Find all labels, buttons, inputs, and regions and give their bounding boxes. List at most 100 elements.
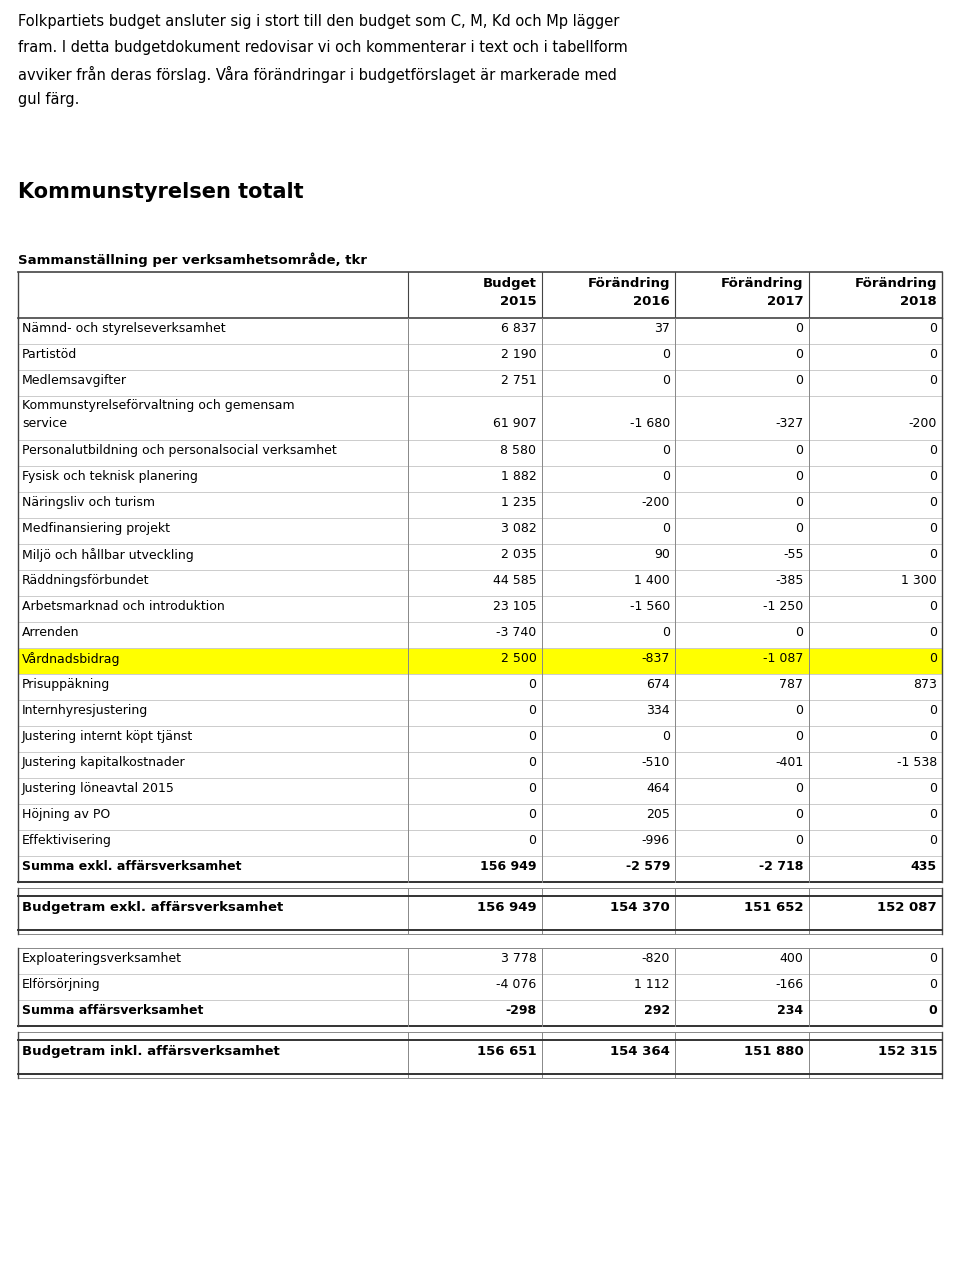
Text: Justering kapitalkostnader: Justering kapitalkostnader	[22, 756, 185, 769]
Text: -200: -200	[908, 417, 937, 430]
Text: Arbetsmarknad och introduktion: Arbetsmarknad och introduktion	[22, 600, 225, 612]
Text: 0: 0	[796, 496, 804, 508]
Text: Justering internt köpt tjänst: Justering internt köpt tjänst	[22, 731, 193, 743]
Text: 0: 0	[796, 782, 804, 795]
Text: Summa exkl. affärsverksamhet: Summa exkl. affärsverksamhet	[22, 860, 242, 873]
Text: Justering löneavtal 2015: Justering löneavtal 2015	[22, 782, 175, 795]
Text: 234: 234	[778, 1004, 804, 1017]
Text: 0: 0	[929, 600, 937, 612]
Text: 0: 0	[929, 627, 937, 639]
Text: 2 035: 2 035	[501, 548, 537, 561]
Text: 0: 0	[929, 374, 937, 386]
Text: 0: 0	[796, 523, 804, 535]
Text: Exploateringsverksamhet: Exploateringsverksamhet	[22, 951, 182, 966]
Text: 1 882: 1 882	[501, 470, 537, 483]
Text: Förändring: Förändring	[588, 277, 670, 290]
Text: -1 538: -1 538	[897, 756, 937, 769]
Text: Personalutbildning och personalsocial verksamhet: Personalutbildning och personalsocial ve…	[22, 444, 337, 457]
Text: 0: 0	[796, 731, 804, 743]
Text: 292: 292	[644, 1004, 670, 1017]
Text: 0: 0	[796, 444, 804, 457]
Text: Prisuppäkning: Prisuppäkning	[22, 678, 110, 691]
Text: Miljö och hållbar utveckling: Miljö och hållbar utveckling	[22, 548, 194, 562]
Text: 787: 787	[780, 678, 804, 691]
Text: 90: 90	[654, 548, 670, 561]
Text: 152 087: 152 087	[877, 901, 937, 914]
Text: 3 778: 3 778	[500, 951, 537, 966]
Text: -837: -837	[641, 652, 670, 665]
Text: Folkpartiets budget ansluter sig i stort till den budget som C, M, Kd och Mp läg: Folkpartiets budget ansluter sig i stort…	[18, 14, 619, 30]
Text: 0: 0	[529, 835, 537, 847]
Text: Nämnd- och styrelseverksamhet: Nämnd- och styrelseverksamhet	[22, 322, 226, 335]
Text: Vårdnadsbidrag: Vårdnadsbidrag	[22, 652, 121, 666]
Text: -55: -55	[783, 548, 804, 561]
Text: 2015: 2015	[500, 295, 537, 308]
Text: 0: 0	[929, 951, 937, 966]
Text: -510: -510	[641, 756, 670, 769]
Text: 0: 0	[928, 1004, 937, 1017]
Text: 156 651: 156 651	[477, 1045, 537, 1058]
Text: 1 400: 1 400	[635, 574, 670, 587]
Text: 2 190: 2 190	[501, 348, 537, 361]
Text: 435: 435	[911, 860, 937, 873]
Text: fram. I detta budgetdokument redovisar vi och kommenterar i text och i tabellfor: fram. I detta budgetdokument redovisar v…	[18, 40, 628, 55]
Text: 205: 205	[646, 808, 670, 820]
Text: 0: 0	[929, 731, 937, 743]
Text: -1 250: -1 250	[763, 600, 804, 612]
Text: Arrenden: Arrenden	[22, 627, 80, 639]
Text: 0: 0	[929, 652, 937, 665]
Text: -2 718: -2 718	[759, 860, 804, 873]
Text: Effektivisering: Effektivisering	[22, 835, 112, 847]
Text: 0: 0	[662, 523, 670, 535]
Text: 0: 0	[929, 348, 937, 361]
Text: 0: 0	[929, 470, 937, 483]
Text: 0: 0	[529, 808, 537, 820]
Text: -2 579: -2 579	[626, 860, 670, 873]
Text: 0: 0	[662, 444, 670, 457]
Text: 2 751: 2 751	[501, 374, 537, 386]
Text: 154 364: 154 364	[611, 1045, 670, 1058]
Text: 0: 0	[529, 782, 537, 795]
Text: 400: 400	[780, 951, 804, 966]
Text: 0: 0	[796, 322, 804, 335]
Text: 674: 674	[646, 678, 670, 691]
Text: 0: 0	[929, 523, 937, 535]
Text: 1 235: 1 235	[501, 496, 537, 508]
Text: 2018: 2018	[900, 295, 937, 308]
Text: 0: 0	[929, 835, 937, 847]
Text: 0: 0	[796, 348, 804, 361]
Text: Höjning av PO: Höjning av PO	[22, 808, 110, 820]
Text: Partistöd: Partistöd	[22, 348, 77, 361]
Text: 2017: 2017	[767, 295, 804, 308]
Text: Kommunstyrelsen totalt: Kommunstyrelsen totalt	[18, 182, 303, 202]
Text: Summa affärsverksamhet: Summa affärsverksamhet	[22, 1004, 204, 1017]
Text: 0: 0	[662, 470, 670, 483]
Text: 6 837: 6 837	[501, 322, 537, 335]
Bar	[18, 648, 942, 674]
Text: -166: -166	[776, 978, 804, 991]
Text: 152 315: 152 315	[877, 1045, 937, 1058]
Text: 0: 0	[662, 627, 670, 639]
Text: -1 087: -1 087	[763, 652, 804, 665]
Text: service: service	[22, 417, 67, 430]
Text: gul färg.: gul färg.	[18, 92, 80, 107]
Text: 8 580: 8 580	[500, 444, 537, 457]
Text: 61 907: 61 907	[492, 417, 537, 430]
Text: 0: 0	[796, 374, 804, 386]
Text: Näringsliv och turism: Näringsliv och turism	[22, 496, 155, 508]
Text: 0: 0	[929, 444, 937, 457]
Text: 1 112: 1 112	[635, 978, 670, 991]
Text: 0: 0	[929, 978, 937, 991]
Text: -4 076: -4 076	[496, 978, 537, 991]
Text: 0: 0	[929, 808, 937, 820]
Text: Kommunstyrelseförvaltning och gemensam: Kommunstyrelseförvaltning och gemensam	[22, 399, 295, 412]
Text: Fysisk och teknisk planering: Fysisk och teknisk planering	[22, 470, 198, 483]
Text: -996: -996	[642, 835, 670, 847]
Text: 0: 0	[929, 496, 937, 508]
Text: 2016: 2016	[634, 295, 670, 308]
Text: 3 082: 3 082	[501, 523, 537, 535]
Text: 0: 0	[929, 548, 937, 561]
Text: -327: -327	[776, 417, 804, 430]
Text: -200: -200	[641, 496, 670, 508]
Text: -401: -401	[776, 756, 804, 769]
